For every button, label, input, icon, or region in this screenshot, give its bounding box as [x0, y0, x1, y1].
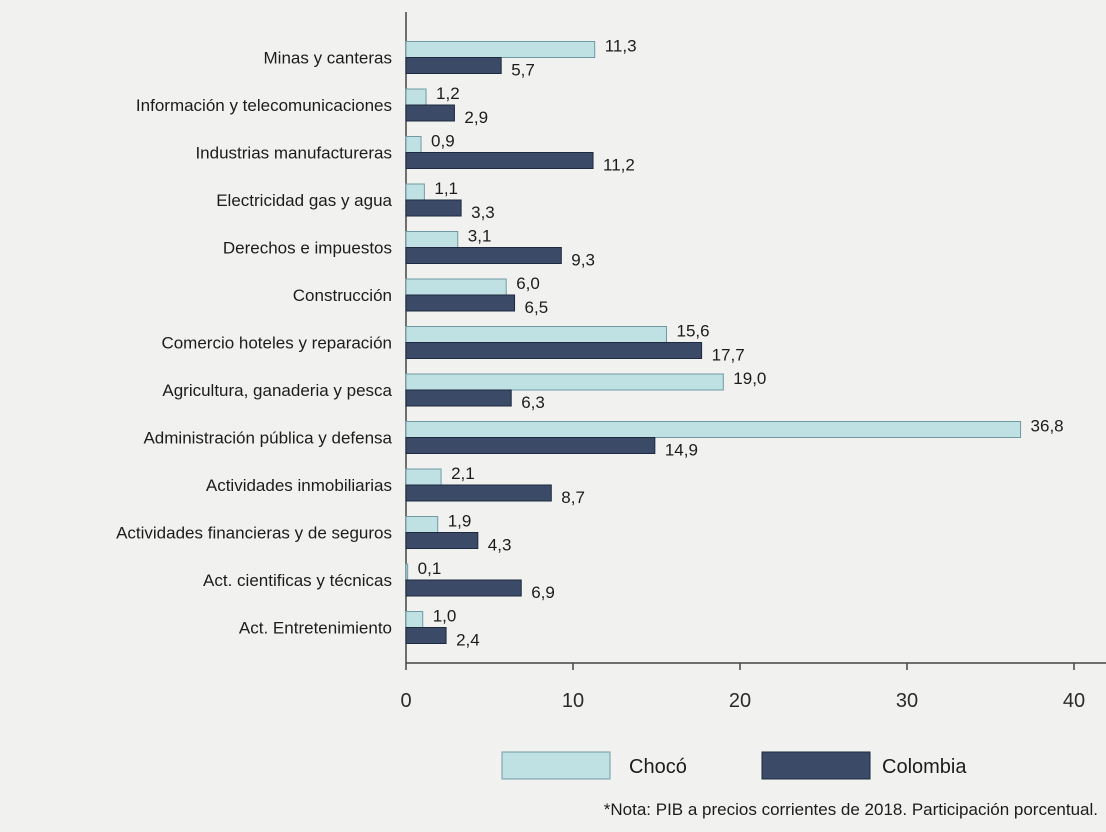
value-label-choco: 3,1 [468, 227, 492, 246]
chart-labels: Minas y canteras 11,3 5,7 Información y tel… [116, 37, 1064, 650]
category-label: Electricidad gas y agua [216, 191, 392, 210]
value-label-choco: 6,0 [516, 274, 540, 293]
value-label-colombia: 9,3 [571, 251, 595, 270]
bar-colombia [405, 579, 522, 597]
footnote: *Nota: PIB a precios corrientes de 2018.… [603, 800, 1098, 819]
bar-choco [405, 421, 1022, 438]
bar-choco [405, 136, 422, 153]
bar-choco [405, 326, 668, 343]
bar-choco [405, 373, 724, 391]
value-label-colombia: 2,4 [456, 631, 480, 650]
bar-colombia [405, 247, 562, 264]
x-tick-label: 0 [400, 690, 411, 712]
x-tick-label: 20 [729, 690, 751, 712]
bar-colombia [405, 294, 516, 312]
category-label: Act. cientificas y técnicas [203, 571, 392, 590]
category-label: Industrias manufactureras [195, 144, 392, 163]
value-label-colombia: 3,3 [471, 203, 495, 222]
value-label-choco: 1,1 [434, 179, 458, 198]
value-label-colombia: 6,9 [531, 583, 555, 602]
category-label: Act. Entretenimiento [239, 619, 392, 638]
bar-choco [405, 183, 425, 201]
chart-axes: 0 10 20 30 40 [400, 12, 1106, 712]
bar-colombia [405, 342, 703, 359]
bar-choco [405, 563, 409, 581]
category-label: Construcción [293, 286, 392, 305]
value-label-colombia: 6,5 [525, 298, 549, 317]
bar-colombia [405, 104, 455, 122]
value-label-colombia: 14,9 [665, 441, 698, 460]
value-label-choco: 15,6 [677, 322, 710, 341]
category-label: Agricultura, ganaderia y pesca [162, 381, 392, 400]
x-tick-label: 40 [1063, 690, 1085, 712]
bar-choco [405, 278, 507, 296]
category-label: Información y telecomunicaciones [136, 96, 392, 115]
category-label: Comercio hoteles y reparación [161, 334, 392, 353]
value-label-choco: 0,9 [431, 132, 455, 151]
bar-choco [405, 611, 424, 628]
value-label-colombia: 11,2 [603, 156, 635, 175]
legend-label-colombia: Colombia [882, 756, 967, 778]
bar-choco [405, 468, 442, 486]
bar-colombia [405, 437, 656, 454]
value-label-colombia: 4,3 [488, 536, 512, 555]
value-label-choco: 2,1 [451, 464, 475, 483]
bar-choco [405, 41, 596, 58]
legend-swatch-choco [501, 751, 611, 780]
chart-legend: Chocó Colombia [501, 751, 967, 780]
bar-colombia [405, 152, 594, 169]
value-label-colombia: 5,7 [511, 61, 535, 80]
bar-colombia [405, 627, 447, 644]
value-label-colombia: 8,7 [561, 488, 585, 507]
bar-colombia [405, 199, 462, 217]
chart-bars [405, 41, 1022, 644]
value-label-choco: 0,1 [418, 559, 442, 578]
bar-choco [405, 231, 459, 248]
value-label-choco: 1,0 [433, 607, 457, 626]
bar-colombia [405, 389, 512, 407]
value-label-choco: 36,8 [1031, 417, 1064, 436]
value-label-choco: 19,0 [733, 369, 766, 388]
value-label-choco: 1,2 [436, 84, 460, 103]
category-label: Actividades financieras y de seguros [116, 524, 392, 543]
category-label: Administración pública y defensa [143, 429, 392, 448]
value-label-choco: 11,3 [605, 37, 637, 56]
bar-colombia [405, 532, 479, 549]
legend-label-choco: Chocó [629, 756, 687, 778]
value-label-colombia: 2,9 [464, 108, 488, 127]
category-label: Derechos e impuestos [223, 239, 392, 258]
x-tick-label: 10 [562, 690, 584, 712]
bar-colombia [405, 484, 552, 502]
category-label: Minas y canteras [264, 49, 393, 68]
bar-choco [405, 88, 427, 106]
category-label: Actividades inmobiliarias [206, 476, 392, 495]
bar-colombia [405, 57, 502, 74]
value-label-choco: 1,9 [448, 512, 472, 531]
legend-swatch-colombia [761, 751, 871, 780]
bar-choco [405, 516, 439, 533]
value-label-colombia: 6,3 [521, 393, 545, 412]
value-label-colombia: 17,7 [712, 346, 745, 365]
x-tick-label: 30 [896, 690, 918, 712]
